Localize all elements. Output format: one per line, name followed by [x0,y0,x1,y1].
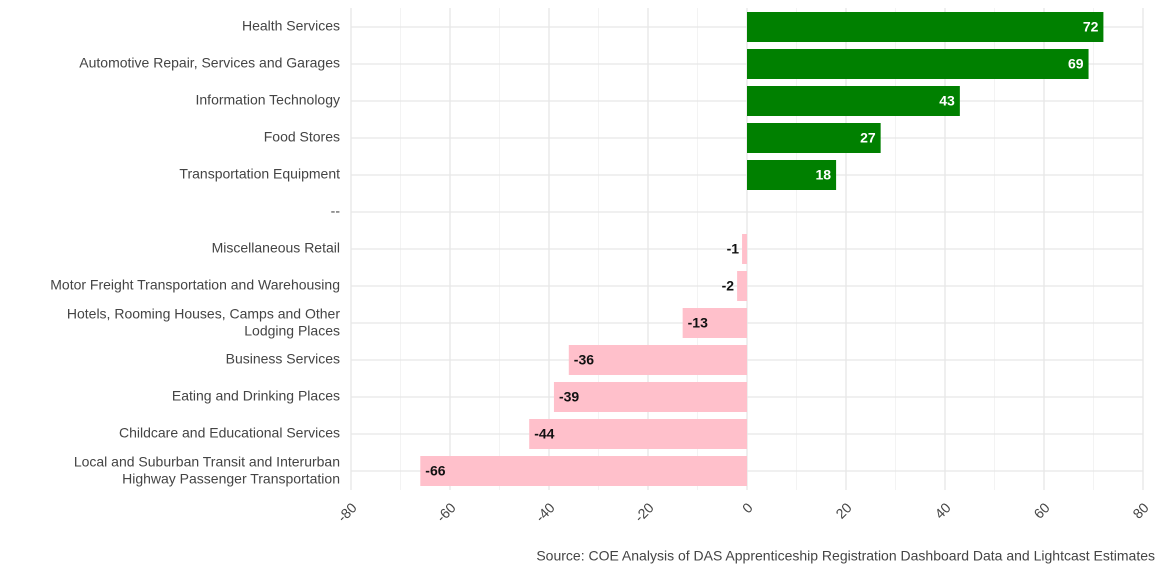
y-tick-label: -- [331,203,341,219]
value-label: -66 [425,463,445,479]
bar [553,382,747,412]
value-label: -36 [574,352,594,368]
value-label: 72 [1083,19,1099,35]
bar [529,419,747,449]
x-tick-label: 80 [1129,499,1151,521]
bar [737,271,747,301]
bar [747,12,1104,42]
value-label: -39 [559,389,579,405]
bar [747,49,1089,79]
x-tick-label: -20 [631,499,657,525]
x-tick-label: -80 [334,499,360,525]
y-tick-label: Automotive Repair, Services and Garages [79,55,340,71]
y-tick-label: Food Stores [264,129,340,145]
y-tick-label: Local and Suburban Transit and Interurba… [74,453,340,486]
y-tick-label: Transportation Equipment [179,166,340,182]
value-label: 43 [939,93,955,109]
y-tick-label: Motor Freight Transportation and Warehou… [50,277,340,293]
bar [747,160,837,190]
y-tick-label: Hotels, Rooming Houses, Camps and Other L… [67,305,340,338]
caption: Source: COE Analysis of DAS Apprenticesh… [536,548,1155,564]
y-tick-label: Information Technology [196,92,341,108]
y-tick-label: Health Services [242,18,340,34]
value-label: 69 [1068,56,1084,72]
bar [742,234,747,264]
y-tick-label: Business Services [226,351,340,367]
x-tick-label: -60 [433,499,459,525]
value-label: -44 [534,426,554,442]
x-tick-label: 0 [739,499,756,516]
value-label: -2 [722,278,735,294]
x-tick-label: 60 [1030,499,1052,521]
bar [747,123,881,153]
bar [420,456,747,486]
value-label: -13 [688,315,708,331]
y-tick-label: Miscellaneous Retail [212,240,340,256]
x-tick-label: -40 [532,499,558,525]
bar [682,308,747,338]
value-label: 27 [860,130,876,146]
bar [568,345,747,375]
value-label: -1 [727,241,740,257]
bar [747,86,960,116]
y-tick-label: Childcare and Educational Services [119,425,340,441]
y-tick-label: Eating and Drinking Places [172,388,340,404]
x-tick-label: 40 [931,499,953,521]
value-label: 18 [816,167,832,183]
x-tick-label: 20 [832,499,854,521]
